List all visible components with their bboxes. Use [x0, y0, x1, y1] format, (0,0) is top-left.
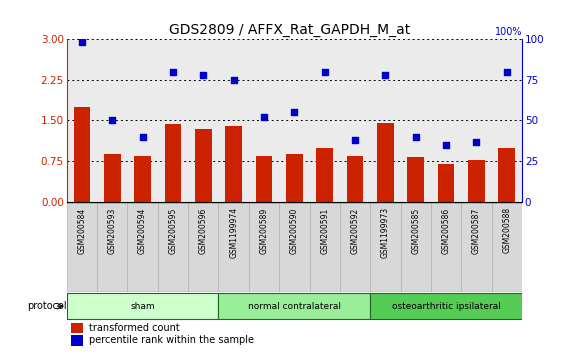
- Text: GSM200596: GSM200596: [199, 207, 208, 254]
- Point: [77, 39, 86, 45]
- Bar: [316, 148, 333, 202]
- Bar: [134, 156, 151, 202]
- Bar: [67, 39, 97, 202]
- Bar: [431, 202, 461, 291]
- Bar: [370, 202, 401, 291]
- Bar: [74, 107, 90, 202]
- Bar: [498, 148, 515, 202]
- Bar: [461, 202, 492, 291]
- Bar: [256, 156, 273, 202]
- Text: GSM200586: GSM200586: [441, 207, 451, 253]
- Text: GSM200593: GSM200593: [108, 207, 117, 254]
- Bar: [219, 202, 249, 291]
- Bar: [468, 160, 485, 202]
- Text: transformed count: transformed count: [89, 323, 179, 333]
- Text: GSM200587: GSM200587: [472, 207, 481, 253]
- Bar: [279, 202, 310, 291]
- Bar: [340, 202, 370, 291]
- Bar: [401, 202, 431, 291]
- Bar: [71, 323, 82, 333]
- Bar: [249, 202, 279, 291]
- Bar: [67, 293, 219, 319]
- Point: [138, 134, 147, 139]
- Point: [259, 114, 269, 120]
- Bar: [370, 293, 522, 319]
- Text: GSM1199973: GSM1199973: [381, 207, 390, 258]
- Bar: [340, 39, 370, 202]
- Point: [380, 72, 390, 78]
- Bar: [377, 123, 394, 202]
- Bar: [492, 202, 522, 291]
- Bar: [67, 202, 97, 291]
- Text: GSM200591: GSM200591: [320, 207, 329, 253]
- Bar: [188, 39, 219, 202]
- Bar: [158, 202, 188, 291]
- Bar: [165, 124, 182, 202]
- Text: GSM1199974: GSM1199974: [229, 207, 238, 258]
- Text: normal contralateral: normal contralateral: [248, 302, 341, 311]
- Bar: [219, 39, 249, 202]
- Point: [411, 134, 420, 139]
- Bar: [370, 39, 401, 202]
- Text: GSM200584: GSM200584: [77, 207, 86, 253]
- Point: [108, 118, 117, 123]
- Bar: [438, 164, 455, 202]
- Bar: [347, 156, 364, 202]
- Bar: [249, 39, 279, 202]
- Bar: [128, 39, 158, 202]
- Text: protocol: protocol: [27, 301, 67, 311]
- Point: [502, 69, 512, 74]
- Text: osteoarthritic ipsilateral: osteoarthritic ipsilateral: [392, 302, 501, 311]
- Point: [320, 69, 329, 74]
- Bar: [158, 39, 188, 202]
- Bar: [71, 335, 82, 346]
- Text: GSM200592: GSM200592: [350, 207, 360, 253]
- Text: GSM200589: GSM200589: [259, 207, 269, 253]
- Bar: [104, 154, 121, 202]
- Bar: [310, 39, 340, 202]
- Text: sham: sham: [130, 302, 155, 311]
- Bar: [492, 39, 522, 202]
- Point: [229, 77, 238, 82]
- Text: GSM200585: GSM200585: [411, 207, 420, 253]
- Point: [350, 137, 360, 143]
- Bar: [97, 39, 128, 202]
- Bar: [219, 293, 370, 319]
- Bar: [195, 129, 212, 202]
- Bar: [97, 202, 128, 291]
- Point: [198, 72, 208, 78]
- Bar: [461, 39, 492, 202]
- Bar: [128, 202, 158, 291]
- Bar: [286, 154, 303, 202]
- Bar: [188, 202, 219, 291]
- Text: GSM200590: GSM200590: [290, 207, 299, 254]
- Text: 100%: 100%: [495, 27, 522, 37]
- Point: [290, 109, 299, 115]
- Point: [472, 139, 481, 144]
- Bar: [225, 126, 242, 202]
- Bar: [407, 157, 424, 202]
- Bar: [401, 39, 431, 202]
- Text: GSM200588: GSM200588: [502, 207, 512, 253]
- Bar: [431, 39, 461, 202]
- Bar: [279, 39, 310, 202]
- Text: GSM200595: GSM200595: [168, 207, 177, 254]
- Text: percentile rank within the sample: percentile rank within the sample: [89, 335, 253, 346]
- Point: [168, 69, 177, 74]
- Text: GDS2809 / AFFX_Rat_GAPDH_M_at: GDS2809 / AFFX_Rat_GAPDH_M_at: [169, 23, 411, 37]
- Point: [441, 142, 451, 148]
- Bar: [310, 202, 340, 291]
- Text: GSM200594: GSM200594: [138, 207, 147, 254]
